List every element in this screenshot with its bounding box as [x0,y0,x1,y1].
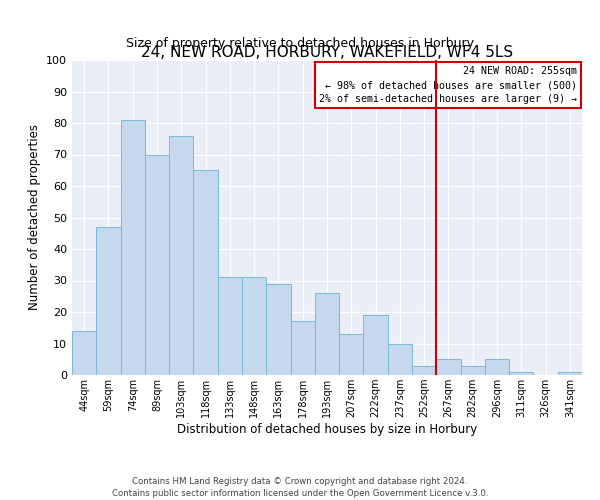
X-axis label: Distribution of detached houses by size in Horbury: Distribution of detached houses by size … [177,423,477,436]
Bar [315,293,339,375]
Bar [121,120,145,375]
Bar [436,359,461,375]
Bar [193,170,218,375]
Bar [96,227,121,375]
Bar [169,136,193,375]
Bar [509,372,533,375]
Bar [339,334,364,375]
Text: 24 NEW ROAD: 255sqm
← 98% of detached houses are smaller (500)
2% of semi-detach: 24 NEW ROAD: 255sqm ← 98% of detached ho… [319,66,577,104]
Bar [242,278,266,375]
Text: Size of property relative to detached houses in Horbury: Size of property relative to detached ho… [126,38,474,51]
Bar [290,322,315,375]
Text: Contains HM Land Registry data © Crown copyright and database right 2024.
Contai: Contains HM Land Registry data © Crown c… [112,476,488,498]
Bar [485,359,509,375]
Y-axis label: Number of detached properties: Number of detached properties [28,124,41,310]
Title: 24, NEW ROAD, HORBURY, WAKEFIELD, WF4 5LS: 24, NEW ROAD, HORBURY, WAKEFIELD, WF4 5L… [141,45,513,60]
Bar [412,366,436,375]
Bar [218,278,242,375]
Bar [266,284,290,375]
Bar [364,315,388,375]
Bar [461,366,485,375]
Bar [72,331,96,375]
Bar [388,344,412,375]
Bar [145,154,169,375]
Bar [558,372,582,375]
